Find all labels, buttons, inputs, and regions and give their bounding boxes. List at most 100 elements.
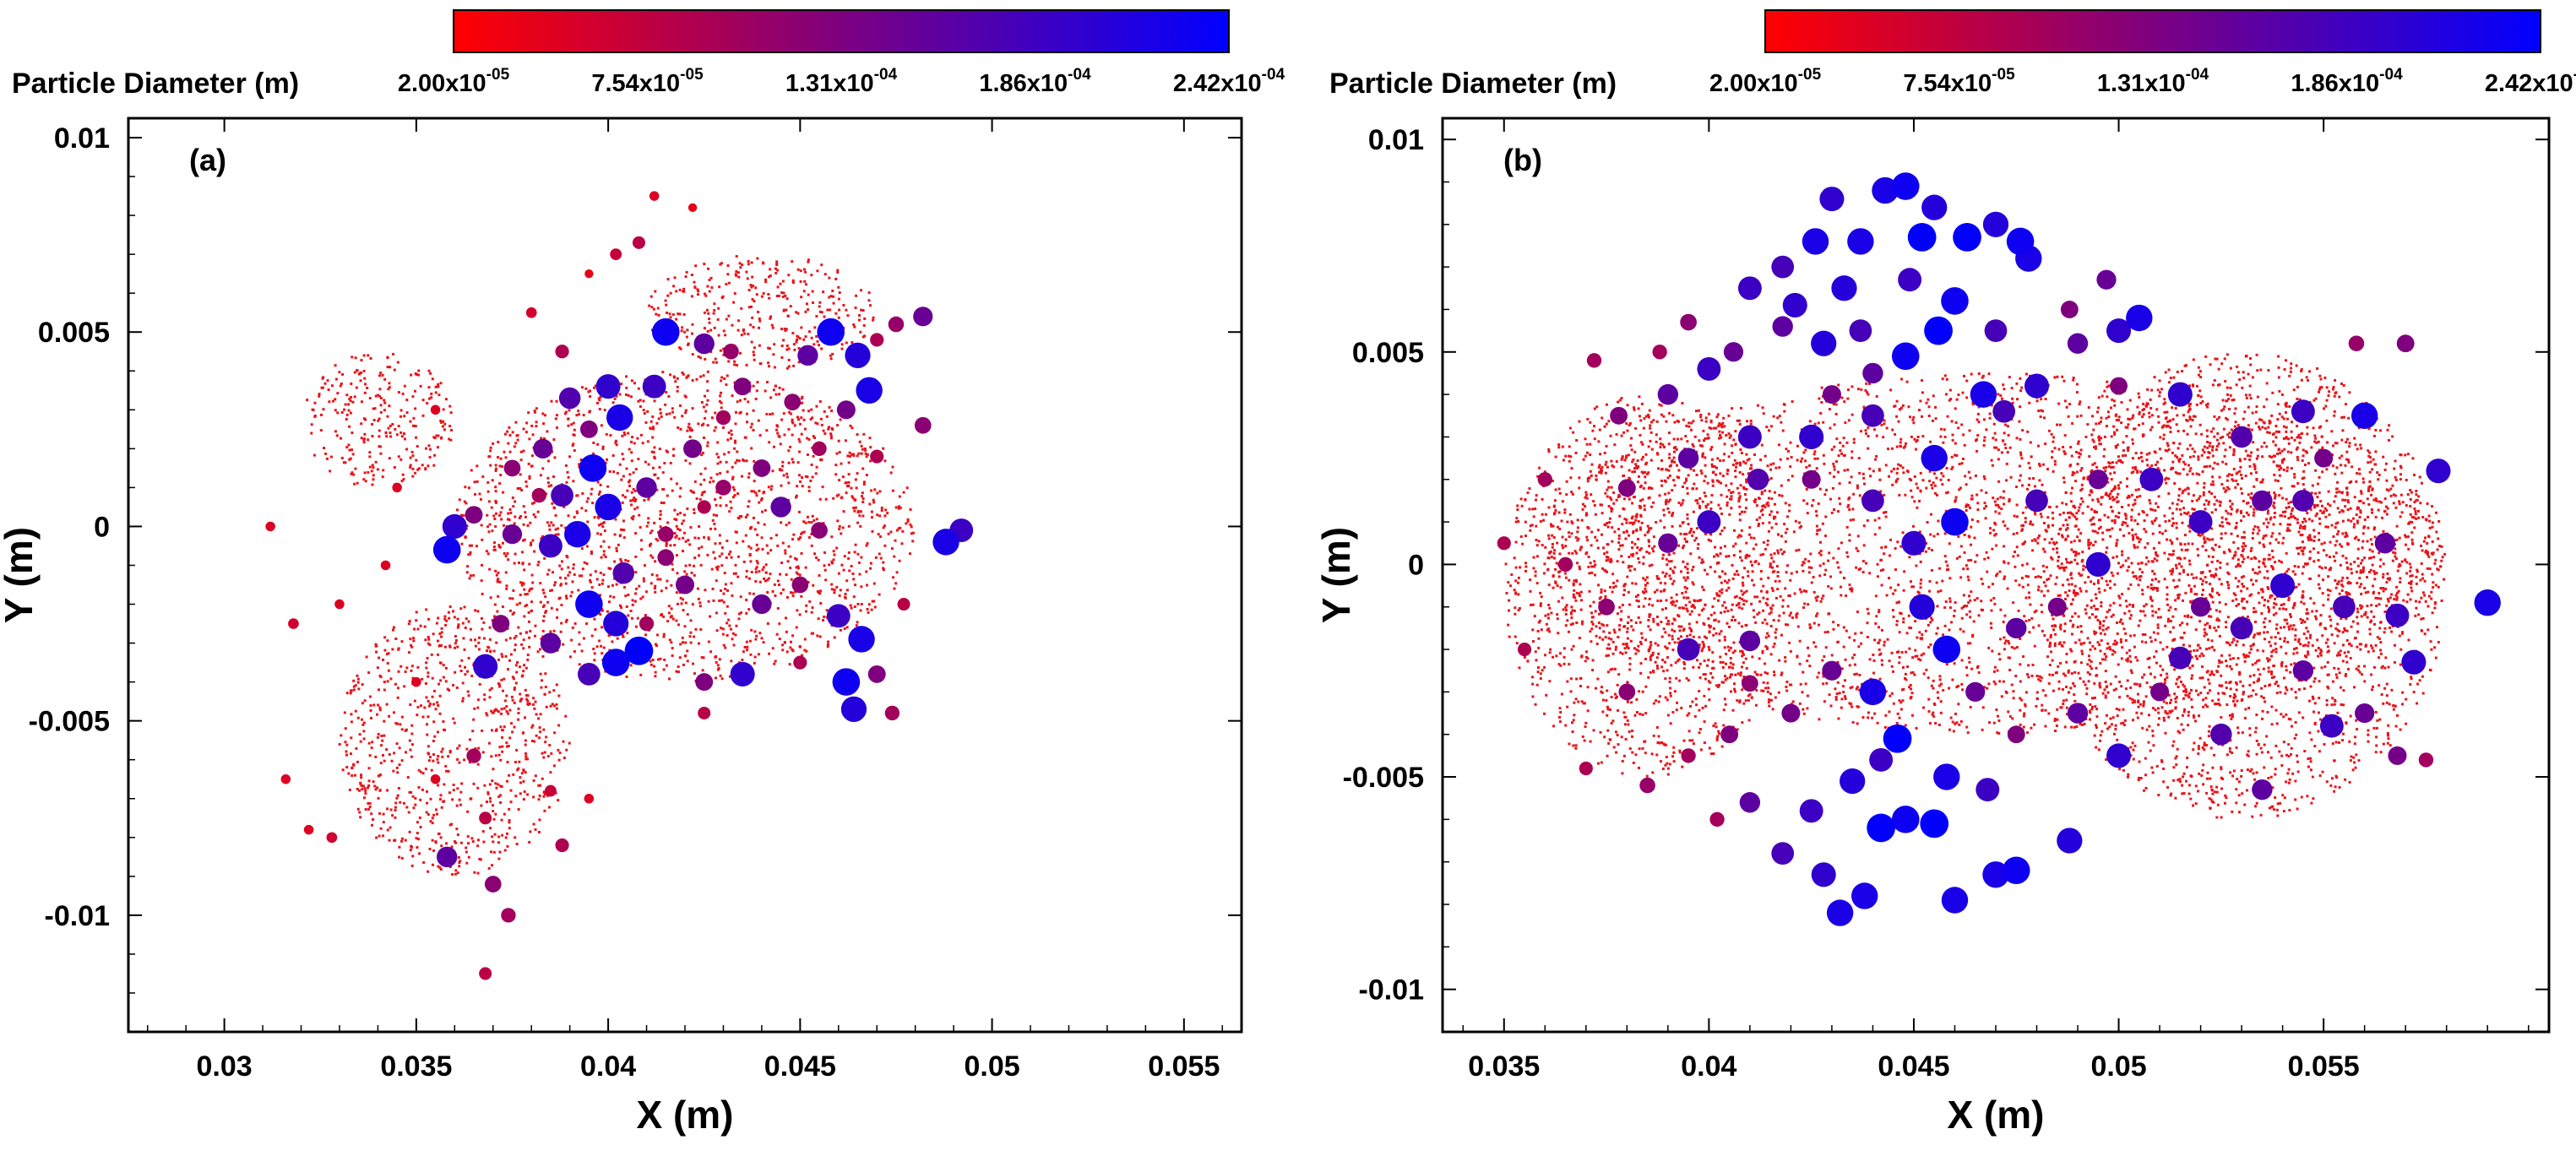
- fine-particle: [363, 377, 366, 380]
- fine-particle: [1887, 448, 1889, 450]
- fine-particle: [1824, 535, 1827, 537]
- fine-particle: [787, 545, 790, 548]
- fine-particle: [1687, 572, 1689, 574]
- fine-particle: [1800, 683, 1802, 686]
- fine-particle: [2183, 557, 2186, 560]
- particle-point: [793, 655, 807, 669]
- particle-point: [770, 497, 791, 517]
- fine-particle: [534, 516, 536, 518]
- fine-particle: [497, 795, 500, 798]
- fine-particle: [546, 573, 549, 576]
- fine-particle: [2024, 517, 2027, 519]
- fine-particle: [745, 612, 747, 615]
- particle-point: [636, 477, 656, 497]
- fine-particle: [685, 540, 687, 543]
- fine-particle: [2003, 502, 2005, 505]
- fine-particle: [1853, 654, 1856, 656]
- fine-particle: [1928, 405, 1931, 408]
- fine-particle: [2171, 512, 2174, 514]
- fine-particle: [753, 350, 755, 353]
- fine-particle: [658, 417, 660, 420]
- fine-particle: [797, 418, 800, 421]
- colorbar-tick-label: 1.86x10-04: [979, 66, 1091, 97]
- fine-particle: [820, 347, 823, 350]
- fine-particle: [2100, 577, 2103, 579]
- fine-particle: [2110, 406, 2112, 409]
- fine-particle: [2261, 596, 2264, 599]
- fine-particle: [1835, 413, 1838, 415]
- fine-particle: [494, 782, 497, 784]
- fine-particle: [2257, 649, 2259, 652]
- fine-particle: [725, 383, 727, 386]
- fine-particle: [501, 834, 503, 837]
- fine-particle: [1647, 619, 1649, 621]
- fine-particle: [812, 515, 814, 518]
- fine-particle: [1968, 536, 1970, 539]
- fine-particle: [636, 437, 639, 440]
- fine-particle: [2291, 467, 2293, 469]
- colorbar-tick-exponent: -05: [486, 66, 510, 84]
- fine-particle: [726, 470, 729, 473]
- fine-particle: [359, 372, 361, 375]
- fine-particle: [355, 356, 357, 359]
- fine-particle: [1846, 506, 1849, 508]
- fine-particle: [542, 620, 545, 622]
- fine-particle: [1911, 714, 1914, 717]
- fine-particle: [417, 374, 420, 377]
- fine-particle: [1832, 463, 1834, 465]
- fine-particle: [2260, 612, 2263, 615]
- fine-particle: [495, 513, 497, 515]
- fine-particle: [494, 570, 497, 573]
- fine-particle: [495, 469, 497, 472]
- fine-particle: [830, 437, 833, 439]
- fine-particle: [1792, 700, 1795, 703]
- fine-particle: [631, 379, 633, 382]
- fine-particle: [1857, 706, 1860, 708]
- fine-particle: [807, 438, 810, 441]
- fine-particle: [798, 511, 801, 513]
- fine-particle: [591, 586, 594, 589]
- fine-particle: [2044, 725, 2046, 728]
- fine-particle: [522, 647, 524, 649]
- y-tick-label: -0.005: [29, 706, 110, 738]
- fine-particle: [514, 637, 516, 639]
- fine-particle: [2171, 568, 2174, 571]
- fine-particle: [398, 425, 400, 427]
- fine-particle: [872, 501, 875, 503]
- fine-particle: [487, 552, 490, 555]
- fine-particle: [746, 513, 748, 516]
- fine-particle: [490, 596, 492, 599]
- fine-particle: [1548, 537, 1551, 540]
- fine-particle: [660, 513, 662, 516]
- fine-particle: [1998, 571, 2001, 573]
- fine-particle: [2269, 644, 2272, 647]
- fine-particle: [514, 522, 516, 524]
- fine-particle: [2076, 535, 2079, 538]
- fine-particle: [559, 597, 562, 600]
- fine-particle: [489, 650, 492, 653]
- fine-particle: [2056, 576, 2058, 578]
- particle-point: [848, 626, 874, 652]
- fine-particle: [834, 312, 837, 315]
- fine-particle: [699, 605, 702, 607]
- fine-particle: [410, 732, 413, 735]
- particle-point: [437, 847, 457, 867]
- fine-particle: [1787, 594, 1790, 597]
- fine-particle: [2025, 507, 2028, 509]
- fine-particle: [651, 415, 654, 418]
- fine-particle: [617, 472, 619, 475]
- fine-particle: [494, 813, 497, 816]
- fine-particle: [522, 768, 524, 771]
- fine-particle: [1808, 623, 1811, 626]
- colorbar-tick-exponent: -04: [874, 66, 898, 84]
- fine-particle: [597, 517, 600, 519]
- fine-particle: [465, 846, 467, 849]
- fine-particle: [2344, 505, 2346, 507]
- fine-particle: [1705, 416, 1708, 419]
- fine-particle: [437, 654, 439, 656]
- fine-particle: [644, 564, 646, 567]
- fine-particle: [740, 611, 742, 614]
- fine-particle: [677, 603, 679, 605]
- fine-particle: [465, 862, 468, 865]
- fine-particle: [838, 479, 840, 481]
